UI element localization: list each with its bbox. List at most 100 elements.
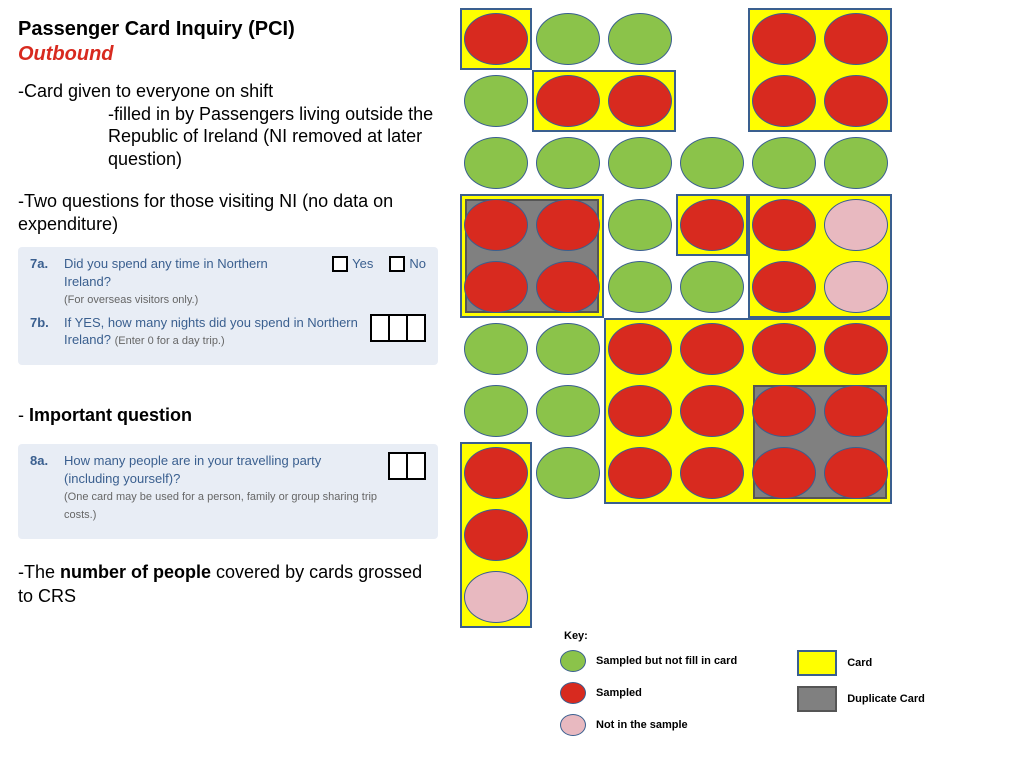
digit-box[interactable] [388, 452, 408, 480]
red-ellipse [464, 13, 528, 65]
red-ellipse [752, 447, 816, 499]
question-7b-row: 7b. If YES, how many nights did you spen… [30, 314, 426, 349]
bullet-card-given: -Card given to everyone on shift [18, 80, 438, 103]
red-ellipse [608, 385, 672, 437]
legend-title: Key: [564, 630, 1020, 642]
legend-col-cards: Card Duplicate Card [797, 650, 925, 736]
question-box-7: 7a. Did you spend any time in Northern I… [18, 247, 438, 365]
closing-text: -The number of people covered by cards g… [18, 561, 438, 608]
legend-item-green: Sampled but not fill in card [560, 650, 737, 672]
q7a-sub: (For overseas visitors only.) [64, 294, 198, 306]
sampling-diagram [460, 8, 1020, 648]
red-ellipse [752, 13, 816, 65]
left-column: Passenger Card Inquiry (PCI) Outbound -C… [18, 18, 438, 608]
legend-item-yellow: Card [797, 650, 925, 676]
red-ellipse [608, 447, 672, 499]
checkbox-yes[interactable] [332, 256, 348, 272]
q7b-number: 7b. [30, 314, 56, 332]
legend-label-pink: Not in the sample [596, 719, 688, 731]
legend-swatch-red [560, 682, 586, 704]
green-ellipse [608, 137, 672, 189]
legend: Key: Sampled but not fill in card Sample… [560, 630, 1020, 736]
green-ellipse [824, 137, 888, 189]
q7b-digit-boxes[interactable] [370, 314, 426, 342]
red-ellipse [680, 199, 744, 251]
q8a-digit-boxes[interactable] [388, 452, 426, 480]
important-question-label: - Important question [18, 405, 438, 426]
red-ellipse [464, 199, 528, 251]
green-ellipse [464, 385, 528, 437]
question-box-8: 8a. How many people are in your travelli… [18, 444, 438, 539]
q7a-no-group: No [389, 255, 426, 273]
green-ellipse [536, 447, 600, 499]
digit-box[interactable] [388, 314, 408, 342]
green-ellipse [752, 137, 816, 189]
green-ellipse [536, 323, 600, 375]
red-ellipse [752, 261, 816, 313]
green-ellipse [680, 261, 744, 313]
red-ellipse [608, 323, 672, 375]
green-ellipse [608, 261, 672, 313]
legend-item-pink: Not in the sample [560, 714, 737, 736]
legend-swatch-pink [560, 714, 586, 736]
red-ellipse [824, 13, 888, 65]
legend-label-grey: Duplicate Card [847, 693, 925, 705]
legend-swatch-green [560, 650, 586, 672]
red-ellipse [536, 261, 600, 313]
green-ellipse [608, 13, 672, 65]
red-ellipse [824, 323, 888, 375]
green-ellipse [464, 137, 528, 189]
legend-columns: Sampled but not fill in card Sampled Not… [560, 650, 1020, 736]
green-ellipse [536, 385, 600, 437]
green-ellipse [680, 137, 744, 189]
q8a-main: How many people are in your travelling p… [64, 453, 321, 486]
page-title: Passenger Card Inquiry (PCI) [18, 18, 438, 41]
bullet-two-questions: -Two questions for those visiting NI (no… [18, 190, 438, 235]
bullet-filled-by: -filled in by Passengers living outside … [108, 103, 438, 171]
digit-box[interactable] [370, 314, 390, 342]
pink-ellipse [824, 261, 888, 313]
q8a-sub: (One card may be used for a person, fami… [64, 491, 377, 521]
q7a-number: 7a. [30, 255, 56, 273]
red-ellipse [680, 447, 744, 499]
legend-item-red: Sampled [560, 682, 737, 704]
q8a-number: 8a. [30, 452, 56, 470]
checkbox-no[interactable] [389, 256, 405, 272]
q8a-text: How many people are in your travelling p… [64, 452, 380, 523]
red-ellipse [680, 323, 744, 375]
red-ellipse [680, 385, 744, 437]
legend-label-yellow: Card [847, 657, 872, 669]
red-ellipse [464, 447, 528, 499]
green-ellipse [536, 13, 600, 65]
q7a-text: Did you spend any time in Northern Irela… [64, 255, 316, 308]
pink-ellipse [824, 199, 888, 251]
question-7a-row: 7a. Did you spend any time in Northern I… [30, 255, 426, 308]
closing-pre: -The [18, 562, 60, 582]
q7a-main: Did you spend any time in Northern Irela… [64, 256, 268, 289]
red-ellipse [824, 447, 888, 499]
red-ellipse [464, 509, 528, 561]
pink-ellipse [464, 571, 528, 623]
red-ellipse [752, 199, 816, 251]
green-ellipse [464, 75, 528, 127]
q7b-text: If YES, how many nights did you spend in… [64, 314, 362, 349]
red-ellipse [752, 385, 816, 437]
digit-box[interactable] [406, 314, 426, 342]
red-ellipse [536, 75, 600, 127]
red-ellipse [536, 199, 600, 251]
closing-bold: number of people [60, 562, 211, 582]
important-bold: Important question [29, 405, 192, 425]
question-8a-row: 8a. How many people are in your travelli… [30, 452, 426, 523]
dash: - [18, 405, 29, 425]
legend-swatch-grey [797, 686, 837, 712]
red-ellipse [464, 261, 528, 313]
red-ellipse [824, 75, 888, 127]
q7b-sub: (Enter 0 for a day trip.) [115, 335, 225, 347]
q7a-yes-group: Yes [332, 255, 373, 273]
legend-label-green: Sampled but not fill in card [596, 655, 737, 667]
green-ellipse [464, 323, 528, 375]
red-ellipse [608, 75, 672, 127]
red-ellipse [824, 385, 888, 437]
label-no: No [409, 255, 426, 273]
digit-box[interactable] [406, 452, 426, 480]
